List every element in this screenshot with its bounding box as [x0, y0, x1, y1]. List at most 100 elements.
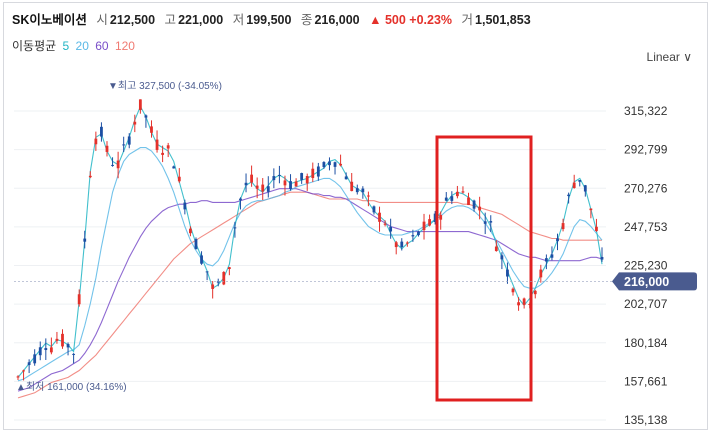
candle: [255, 185, 259, 189]
low-annotation: ▲최저 161,000 (34.16%): [16, 381, 127, 393]
candle: [250, 174, 253, 183]
candle: [600, 256, 604, 260]
ma-5-line: [17, 105, 603, 378]
candle: [266, 186, 270, 192]
change-value: ▲ 500 +0.23%: [369, 13, 453, 27]
candle: [111, 164, 114, 166]
y-tick-label: 225,230: [624, 259, 668, 273]
candle: [411, 235, 415, 237]
candle: [300, 173, 304, 180]
candle: [517, 302, 520, 306]
ma-period-60: 60: [95, 39, 109, 53]
candle: [483, 221, 487, 224]
candle: [378, 212, 381, 222]
candle: [439, 215, 443, 220]
candle: [344, 176, 348, 180]
candle: [355, 188, 359, 193]
candle: [500, 255, 504, 260]
candle: [233, 227, 237, 229]
open-label: 시: [96, 13, 108, 27]
candle: [533, 290, 537, 295]
candle: [172, 166, 176, 169]
ma-120-line: [17, 191, 602, 399]
candle: [211, 284, 215, 289]
candle: [311, 168, 315, 179]
candle: [372, 206, 376, 213]
candle: [16, 376, 20, 378]
candle: [166, 145, 170, 149]
candle: [472, 200, 476, 209]
candle: [478, 206, 482, 211]
candle: [506, 269, 509, 277]
y-tick-label: 247,753: [624, 220, 668, 234]
candle: [72, 353, 76, 355]
ma-period-120: 120: [114, 39, 135, 53]
y-tick-label: 315,322: [624, 104, 668, 118]
candle: [494, 246, 498, 252]
open-value: 212,500: [109, 13, 156, 27]
highlight-box: [435, 135, 533, 402]
y-tick-label: 202,707: [624, 297, 668, 311]
y-tick-label: 135,138: [624, 413, 668, 427]
y-tick-label: 157,661: [624, 374, 668, 388]
candle: [383, 223, 387, 225]
candle: [522, 298, 526, 305]
candle: [272, 176, 276, 181]
volume-value: 1,501,853: [475, 13, 531, 27]
candle: [400, 241, 404, 248]
ma-60-line: [17, 188, 603, 392]
candle: [511, 288, 515, 293]
candle: [544, 258, 548, 262]
candle: [239, 198, 242, 201]
candle: [127, 136, 131, 145]
candle: [49, 347, 53, 353]
candle: [144, 115, 148, 118]
low-label: 저: [232, 13, 245, 27]
ma-period-20: 20: [75, 39, 89, 53]
candle: [417, 231, 420, 236]
candle: [450, 196, 454, 201]
y-tick-label: 180,184: [624, 336, 668, 350]
candle: [105, 145, 109, 152]
candle: [55, 338, 59, 341]
candle: [88, 175, 92, 178]
quote-bar: SK이노베이션 시 212,500 고 221,000 저 199,500 종 216,…: [12, 9, 537, 28]
high-label: 고: [164, 13, 177, 27]
candle: [189, 228, 192, 234]
candle: [333, 162, 337, 167]
moving-average-legend[interactable]: 이동평균 5 20 60 120: [12, 37, 138, 54]
candle: [94, 138, 98, 145]
candle: [595, 226, 598, 231]
close-value: 216,000: [314, 13, 360, 27]
y-tick-label: 292,799: [624, 143, 668, 157]
candle: [394, 242, 398, 248]
candle: [289, 181, 292, 189]
candle: [361, 188, 365, 193]
candle: [261, 184, 265, 192]
candle: [428, 219, 431, 226]
candle: [422, 221, 426, 231]
candle: [283, 180, 287, 186]
candle: [44, 348, 48, 351]
candle: [122, 144, 126, 146]
candle: [405, 242, 409, 244]
high-value: 221,000: [178, 13, 224, 27]
scale-toggle[interactable]: Linear ∨: [646, 50, 692, 64]
high-annotation: ▼최고 327,500 (-34.05%): [108, 80, 222, 92]
candle: [205, 271, 209, 273]
candle: [177, 176, 181, 182]
candle: [161, 152, 165, 155]
candle: [433, 213, 437, 222]
candle: [150, 126, 153, 133]
candle: [561, 223, 565, 230]
candle: [578, 180, 582, 182]
candle: [83, 238, 87, 242]
candle: [138, 99, 142, 111]
ma-20-line: [17, 147, 603, 382]
candle: [367, 195, 370, 197]
ma-period-5: 5: [62, 39, 70, 53]
candle: [455, 191, 459, 197]
candle: [222, 272, 226, 285]
candle: [350, 181, 354, 192]
